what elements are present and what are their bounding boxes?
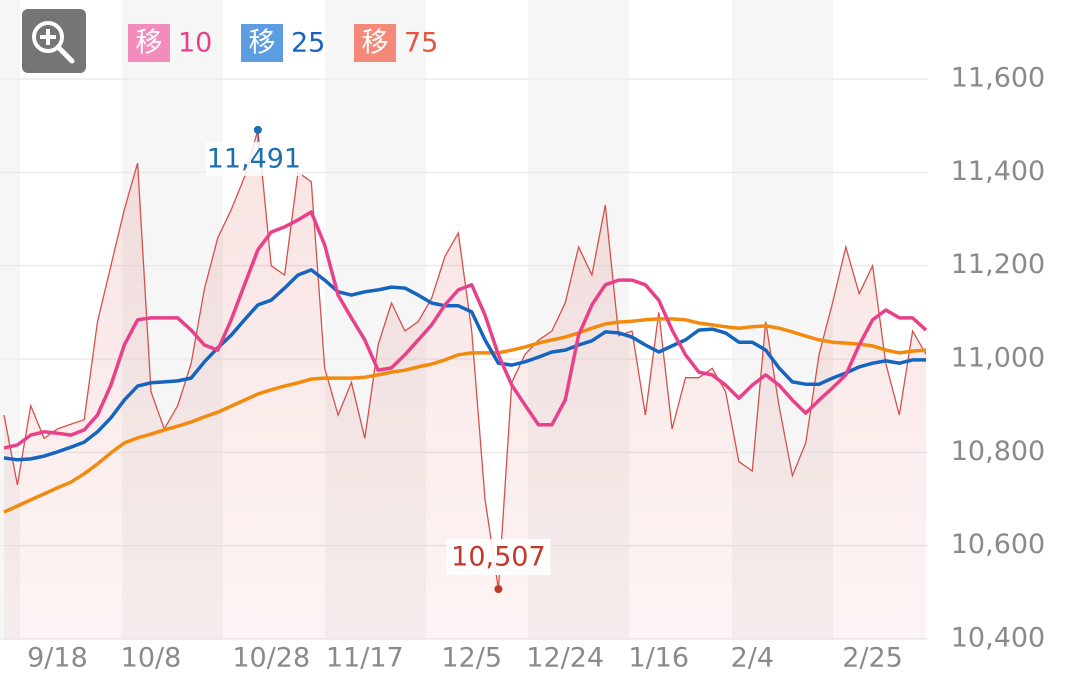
price-line bbox=[3, 129, 927, 590]
legend-item: 移 25 bbox=[241, 24, 325, 62]
legend-badge bbox=[128, 24, 170, 62]
zoom-lens bbox=[32, 21, 64, 53]
legend-badge-text: 移 bbox=[249, 28, 276, 59]
ma-line bbox=[3, 317, 927, 514]
x-tick-label: 10/8 bbox=[121, 643, 182, 674]
x-tick-label: 11/17 bbox=[326, 643, 404, 674]
max-point bbox=[253, 125, 262, 134]
zoom-bg[interactable] bbox=[22, 9, 86, 73]
x-tick-label: 2/25 bbox=[842, 643, 903, 674]
x-tick-label: 12/5 bbox=[441, 643, 502, 674]
x-tick-label: 2/4 bbox=[731, 643, 774, 674]
x-tick-label: 10/28 bbox=[232, 643, 310, 674]
ma-line bbox=[3, 268, 926, 462]
y-tick-label: 11,600 bbox=[951, 63, 1045, 94]
min-label: 10,507 bbox=[451, 542, 545, 573]
legend-label: 10 bbox=[178, 28, 212, 59]
legend-label: 75 bbox=[404, 28, 438, 59]
legend-item: 移 75 bbox=[354, 24, 438, 62]
legend-badge bbox=[241, 24, 283, 62]
y-tick-label: 10,400 bbox=[951, 623, 1045, 654]
plot bbox=[3, 125, 928, 639]
legend-label: 25 bbox=[291, 28, 325, 59]
y-tick-label: 10,800 bbox=[951, 436, 1045, 467]
ma-line bbox=[3, 210, 928, 450]
legend: 移 10 移 25 移 75 bbox=[128, 24, 438, 62]
y-tick-label: 11,000 bbox=[951, 343, 1045, 374]
y-tick-label: 11,200 bbox=[951, 249, 1045, 280]
price-area bbox=[4, 129, 926, 639]
x-tick-label: 9/18 bbox=[27, 643, 88, 674]
legend-badge-text: 移 bbox=[362, 28, 389, 59]
legend-badge bbox=[354, 24, 396, 62]
labels: 10,400 10,600 10,800 11,000 11,200 11,400 11,6… bbox=[27, 63, 1045, 674]
max-label-bg bbox=[205, 141, 302, 176]
y-tick-label: 10,600 bbox=[951, 529, 1045, 560]
legend-badge-text: 移 bbox=[136, 28, 163, 59]
x-tick-label: 12/24 bbox=[526, 643, 604, 674]
min-label-bg bbox=[446, 539, 551, 576]
x-tick-label: 1/16 bbox=[628, 643, 689, 674]
min-point bbox=[494, 585, 503, 594]
zoom-handle bbox=[55, 44, 75, 64]
legend-item: 移 10 bbox=[128, 24, 212, 62]
zoom-button[interactable] bbox=[22, 9, 86, 73]
y-tick-label: 11,400 bbox=[951, 156, 1045, 187]
max-label: 11,491 bbox=[207, 143, 301, 174]
